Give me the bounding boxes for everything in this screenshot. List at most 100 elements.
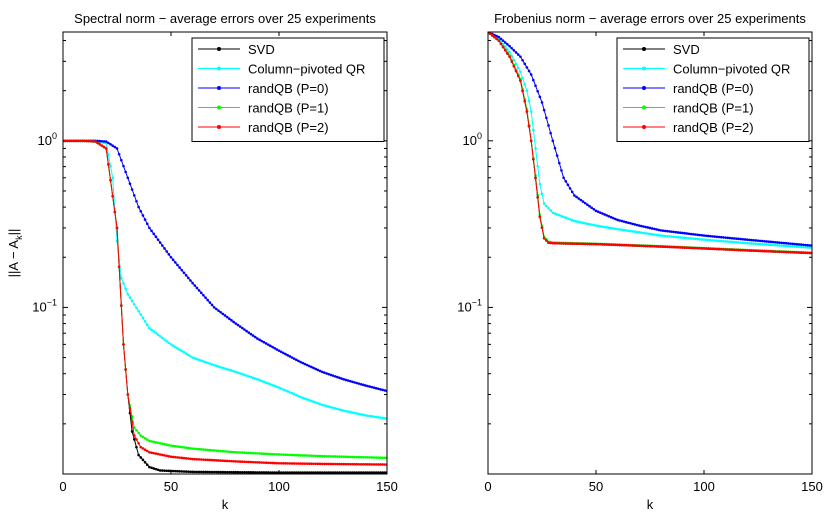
data-point bbox=[592, 223, 596, 227]
data-point bbox=[150, 229, 153, 233]
data-point bbox=[286, 471, 289, 474]
data-point bbox=[761, 239, 764, 243]
data-point bbox=[323, 471, 326, 474]
data-point bbox=[167, 341, 171, 345]
data-point bbox=[109, 178, 112, 182]
data-point bbox=[223, 314, 227, 317]
data-point bbox=[245, 471, 248, 474]
data-point bbox=[804, 246, 807, 249]
data-point bbox=[557, 242, 561, 245]
data-point bbox=[132, 434, 136, 437]
data-point bbox=[221, 366, 225, 370]
y-axis-label: ||A − Ak|| bbox=[6, 229, 24, 278]
data-point bbox=[637, 231, 641, 234]
data-point bbox=[650, 232, 654, 236]
data-point bbox=[370, 415, 374, 418]
data-point bbox=[336, 407, 339, 411]
data-point bbox=[316, 454, 320, 458]
data-point bbox=[644, 232, 647, 235]
data-point bbox=[534, 84, 537, 87]
data-point bbox=[325, 462, 328, 466]
data-point bbox=[193, 357, 197, 360]
data-point bbox=[174, 455, 177, 459]
data-point bbox=[351, 380, 354, 384]
data-point bbox=[169, 343, 173, 346]
data-point bbox=[171, 455, 175, 459]
data-point bbox=[264, 452, 268, 456]
data-point bbox=[557, 213, 561, 217]
data-point bbox=[711, 247, 714, 251]
data-point bbox=[275, 385, 279, 389]
data-point bbox=[124, 368, 127, 371]
data-point bbox=[294, 471, 298, 474]
data-point bbox=[230, 319, 233, 322]
data-point bbox=[685, 232, 689, 235]
data-point bbox=[711, 239, 714, 242]
data-point bbox=[333, 407, 337, 410]
data-point bbox=[366, 384, 369, 388]
legend-marker bbox=[217, 125, 221, 129]
x-tick-label: 50 bbox=[164, 479, 178, 494]
data-point bbox=[516, 66, 520, 70]
data-point bbox=[493, 33, 496, 37]
data-point bbox=[776, 250, 779, 253]
legend: SVD Column−pivoted QR randQB (P=0) randQB (… bbox=[191, 37, 385, 142]
data-point bbox=[687, 236, 691, 240]
data-point bbox=[130, 188, 134, 191]
data-point bbox=[737, 241, 740, 244]
data-point bbox=[264, 381, 268, 384]
data-point bbox=[182, 470, 186, 473]
legend-item: randQB (P=2) bbox=[623, 120, 754, 135]
data-point bbox=[294, 462, 298, 465]
data-point bbox=[668, 235, 671, 238]
data-point bbox=[342, 455, 346, 459]
data-point bbox=[299, 462, 302, 465]
data-point bbox=[743, 248, 747, 252]
data-point bbox=[344, 455, 348, 459]
data-point bbox=[284, 352, 287, 356]
data-point bbox=[377, 456, 380, 459]
data-point bbox=[383, 456, 387, 460]
data-point bbox=[89, 139, 93, 143]
data-point bbox=[107, 141, 110, 145]
data-point bbox=[642, 225, 645, 228]
data-point bbox=[230, 450, 233, 454]
data-point bbox=[81, 139, 84, 143]
data-point bbox=[372, 386, 376, 389]
data-point bbox=[186, 353, 190, 357]
data-point bbox=[245, 329, 248, 333]
data-point bbox=[163, 338, 166, 341]
data-point bbox=[758, 239, 762, 243]
series-randqb-p-0 bbox=[63, 139, 387, 393]
data-point bbox=[750, 249, 753, 252]
data-point bbox=[603, 225, 606, 229]
data-point bbox=[286, 462, 289, 465]
data-point bbox=[228, 470, 231, 474]
data-point bbox=[381, 463, 384, 466]
data-point bbox=[148, 326, 151, 330]
data-point bbox=[292, 357, 296, 360]
data-point bbox=[336, 455, 339, 458]
data-point bbox=[189, 279, 192, 282]
data-point bbox=[370, 385, 374, 389]
data-point bbox=[191, 281, 194, 285]
data-point bbox=[333, 375, 337, 378]
data-point bbox=[672, 245, 676, 249]
data-point bbox=[331, 471, 335, 474]
data-point bbox=[653, 227, 656, 231]
data-point bbox=[145, 222, 149, 226]
data-point bbox=[275, 348, 279, 351]
data-point bbox=[104, 140, 108, 143]
data-point bbox=[722, 236, 725, 239]
data-point bbox=[148, 226, 151, 230]
data-point bbox=[327, 405, 330, 408]
data-point bbox=[709, 238, 712, 242]
data-point bbox=[122, 343, 125, 346]
data-point bbox=[193, 470, 197, 474]
data-point bbox=[262, 452, 266, 456]
legend-label: randQB (P=1) bbox=[248, 101, 329, 116]
data-point bbox=[212, 458, 216, 462]
x-tick-label: 150 bbox=[376, 479, 398, 494]
x-tick-label: 150 bbox=[801, 479, 823, 494]
